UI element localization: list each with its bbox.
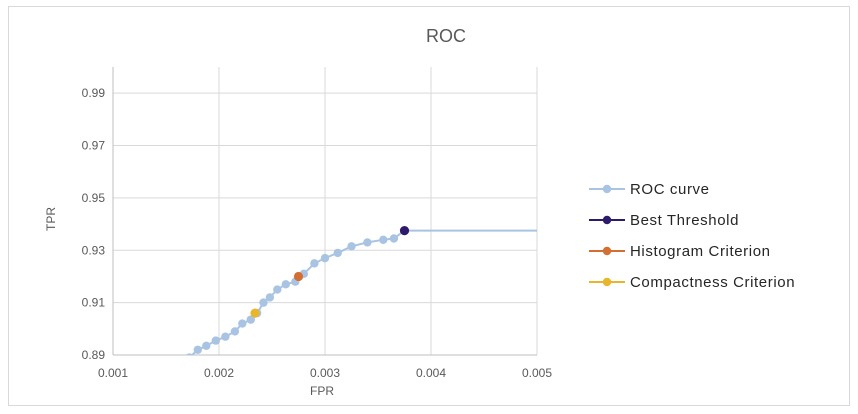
legend-swatch-marker [602, 184, 612, 194]
x-tick-label: 0.004 [416, 366, 446, 380]
legend-swatch-marker [602, 246, 612, 256]
legend-label: Histogram Criterion [630, 243, 771, 260]
tick-labels: 0.89 0.91 0.93 0.95 0.97 0.99 0.001 0.002 0.003 0… [82, 86, 553, 380]
y-tick-label: 0.99 [82, 86, 106, 100]
y-tick-label: 0.91 [82, 296, 106, 310]
y-tick-label: 0.93 [82, 243, 106, 257]
x-axis-label: FPR [310, 384, 334, 398]
roc-curve-point [273, 285, 282, 294]
roc-curve-point [211, 336, 221, 345]
roc-curve-point [186, 353, 193, 355]
grid-lines [113, 67, 538, 356]
y-tick-label: 0.97 [82, 139, 106, 153]
roc-curve-point [333, 248, 342, 258]
x-tick-label: 0.003 [310, 366, 340, 380]
y-tick-label: 0.95 [82, 191, 106, 205]
legend-item-histogram-criterion: Histogram Criterion [589, 243, 771, 260]
roc-curve-point [320, 253, 330, 263]
roc-curve-series [178, 226, 537, 367]
legend-label: Compactness Criterion [630, 274, 795, 291]
roc-curve-point [178, 359, 186, 367]
series-layer [178, 226, 537, 367]
legend-swatch-marker [602, 277, 612, 287]
histogram-criterion-point [293, 271, 304, 282]
roc-curve-point [363, 238, 372, 247]
x-tick-label: 0.005 [522, 366, 552, 380]
chart-frame: ROC 0.89 0.91 0.93 0.95 0.97 0.99 0.001 0.002 0.… [8, 6, 850, 406]
roc-curve-point [202, 341, 211, 351]
best-threshold-point [399, 226, 410, 236]
roc-curve-point [389, 234, 399, 243]
legend-swatch-marker [602, 215, 612, 225]
roc-curve-point [281, 280, 290, 289]
legend-label: Best Threshold [630, 212, 739, 229]
legend-item-compactness-criterion: Compactness Criterion [589, 274, 795, 291]
roc-chart: ROC 0.890.910.930.950.970.990.001 0.002 0.… [44, 26, 795, 398]
roc-curve-point [265, 293, 275, 302]
roc-curve-point [193, 345, 202, 354]
roc-curve-point [246, 315, 255, 324]
legend-item-best-threshold: Best Threshold [589, 212, 739, 229]
roc-curve-point [259, 298, 268, 307]
x-tick-label: 0.002 [204, 366, 234, 380]
axes [112, 67, 537, 356]
y-tick-label: 0.89 [82, 348, 106, 362]
legend-item-roc-curve: ROC curve [589, 181, 710, 198]
roc-curve-point [221, 332, 230, 341]
legend-label: ROC curve [630, 181, 710, 198]
y-axis-label: TPR [44, 207, 58, 231]
compactness-criterion-point [250, 308, 260, 318]
roc-curve-point [379, 235, 388, 244]
x-tick-label: 0.001 [98, 366, 128, 380]
chart-title: ROC [426, 26, 466, 46]
roc-curve-point [347, 242, 356, 251]
roc-curve-point [238, 319, 247, 328]
legend: ROC curve Best Threshold Histogram Criteri… [589, 181, 795, 291]
roc-curve-point [230, 327, 240, 336]
roc-curve-point [310, 259, 319, 268]
